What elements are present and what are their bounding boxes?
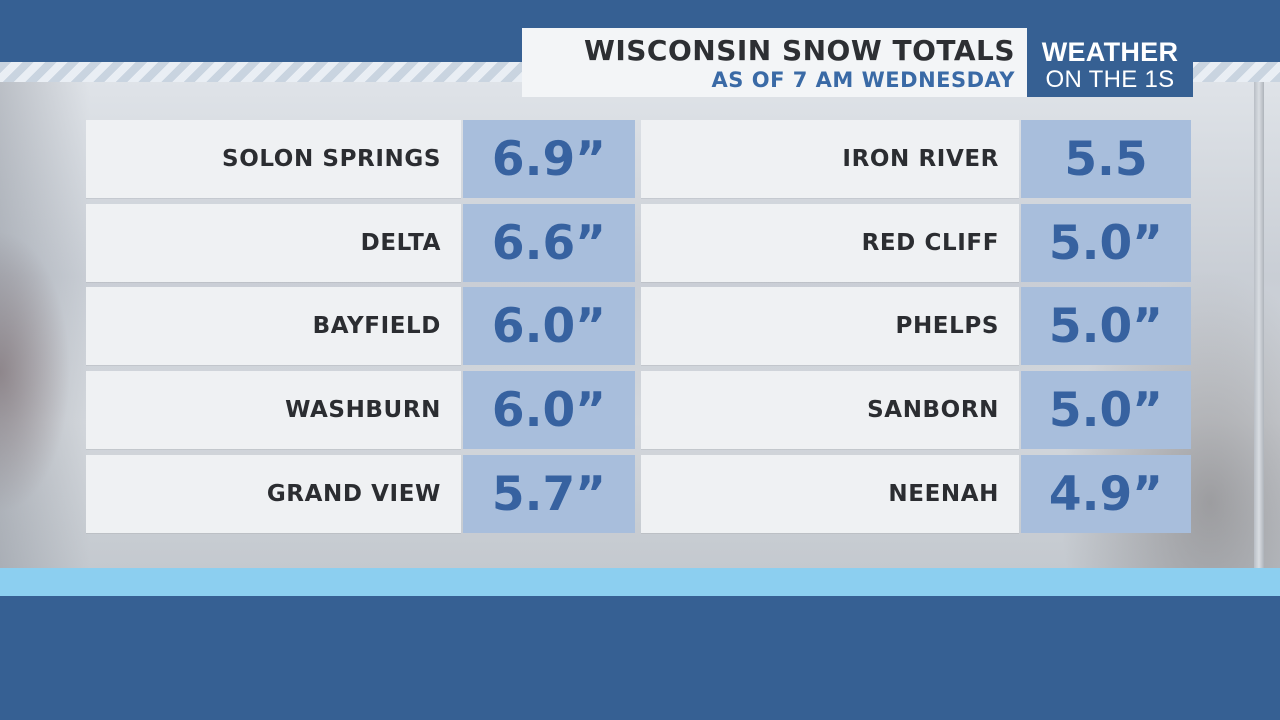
amount-cell: 5.5 (1021, 120, 1191, 198)
snow-amount: 6.9” (491, 132, 607, 187)
logo-line-2: ON THE 1S (1045, 66, 1175, 93)
location-name: IRON RIVER (842, 146, 999, 172)
background-shadow (0, 82, 90, 568)
amount-cell: 6.0” (463, 287, 635, 365)
location-name: PHELPS (895, 313, 999, 339)
logo-line-1: WEATHER (1041, 37, 1179, 67)
snow-amount: 5.5 (1064, 132, 1148, 187)
amount-cell: 4.9” (1021, 455, 1191, 533)
snow-amount: 6.6” (491, 216, 607, 271)
title-box: WISCONSIN SNOW TOTALS AS OF 7 AM WEDNESD… (522, 28, 1027, 97)
graphic-title: WISCONSIN SNOW TOTALS (583, 34, 1015, 67)
amount-cell: 6.0” (463, 371, 635, 449)
location-cell: NEENAH (641, 455, 1019, 533)
bottom-band (0, 596, 1280, 720)
accent-bar (0, 568, 1280, 596)
amount-cell: 5.0” (1021, 204, 1191, 282)
snow-amount: 5.0” (1048, 299, 1164, 354)
location-cell: WASHBURN (86, 371, 461, 449)
snow-amount: 6.0” (491, 299, 607, 354)
snow-amount: 5.0” (1048, 383, 1164, 438)
location-name: NEENAH (888, 481, 999, 507)
location-cell: BAYFIELD (86, 287, 461, 365)
snow-amount: 6.0” (491, 383, 607, 438)
amount-cell: 5.0” (1021, 371, 1191, 449)
location-name: WASHBURN (285, 397, 441, 423)
location-cell: SOLON SPRINGS (86, 120, 461, 198)
location-cell: IRON RIVER (641, 120, 1019, 198)
location-name: SANBORN (867, 397, 999, 423)
snow-amount: 4.9” (1048, 467, 1164, 522)
location-cell: DELTA (86, 204, 461, 282)
amount-cell: 6.6” (463, 204, 635, 282)
weather-on-the-1s-logo: WEATHER ON THE 1S (1027, 28, 1193, 97)
location-name: DELTA (360, 230, 441, 256)
location-name: BAYFIELD (312, 313, 441, 339)
amount-cell: 5.0” (1021, 287, 1191, 365)
amount-cell: 6.9” (463, 120, 635, 198)
location-cell: PHELPS (641, 287, 1019, 365)
location-cell: SANBORN (641, 371, 1019, 449)
location-name: RED CLIFF (861, 230, 999, 256)
amount-cell: 5.7” (463, 455, 635, 533)
location-name: SOLON SPRINGS (222, 146, 441, 172)
snow-amount: 5.0” (1048, 216, 1164, 271)
location-cell: RED CLIFF (641, 204, 1019, 282)
graphic-subtitle: AS OF 7 AM WEDNESDAY (711, 68, 1015, 92)
background-pole (1254, 82, 1264, 568)
location-name: GRAND VIEW (266, 481, 441, 507)
snow-amount: 5.7” (491, 467, 607, 522)
location-cell: GRAND VIEW (86, 455, 461, 533)
